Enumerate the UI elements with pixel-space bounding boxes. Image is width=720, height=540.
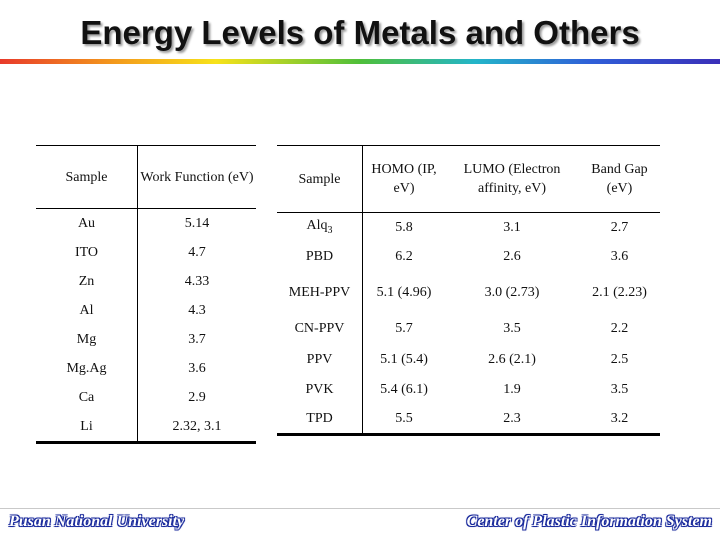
column-header-work-function: Work Function (eV) (137, 145, 256, 209)
table-row: Zn 4.33 (36, 267, 256, 296)
footer-divider (0, 508, 720, 509)
cell-homo: 6.2 (395, 249, 413, 264)
cell-band-gap: 2.1 (2.23) (592, 285, 647, 300)
cell-lumo: 2.6 (503, 249, 521, 264)
cell-work-function: 4.7 (188, 245, 206, 260)
table-row: MEH-PPV 5.1 (4.96) 3.0 (2.73) 2.1 (2.23) (277, 271, 660, 314)
table-row: Au 5.14 (36, 208, 256, 238)
table-row: PBD 6.2 2.6 3.6 (277, 242, 660, 271)
cell-sample: Ca (36, 383, 138, 412)
table-header-row: Sample Work Function (eV) (36, 145, 256, 209)
cell-homo: 5.8 (395, 220, 413, 235)
cell-lumo: 2.6 (2.1) (488, 351, 536, 367)
table-header-row: Sample HOMO (IP, eV) LUMO (Electron affi… (277, 145, 660, 213)
cell-lumo: 1.9 (503, 382, 521, 397)
table-row: Li 2.32, 3.1 (36, 412, 256, 443)
table-row: CN-PPV 5.7 3.5 2.2 (277, 314, 660, 343)
cell-sample: Al (36, 296, 138, 325)
cell-sample: PBD (277, 242, 363, 271)
cell-sample: CN-PPV (277, 314, 363, 343)
cell-sample: Au (36, 208, 138, 238)
cell-homo: 5.7 (395, 321, 413, 336)
cell-band-gap: 2.7 (610, 220, 629, 235)
metals-work-function-table: Sample Work Function (eV) Au 5.14 ITO 4.… (36, 145, 256, 444)
footer-center-name: Center of Plastic Information System (466, 513, 712, 530)
rainbow-divider (0, 59, 720, 64)
cell-band-gap: 2.5 (610, 351, 629, 367)
cell-sample: Li (36, 412, 138, 443)
table-row: Mg 3.7 (36, 325, 256, 354)
column-header-band-gap: Band Gap (eV) (579, 145, 660, 213)
cell-band-gap: 2.2 (610, 321, 629, 336)
organic-energy-levels-table: Sample HOMO (IP, eV) LUMO (Electron affi… (277, 145, 660, 436)
cell-sample: PPV (277, 343, 363, 375)
cell-work-function: 5.14 (184, 216, 210, 231)
column-header-lumo: LUMO (Electron affinity, eV) (445, 145, 579, 213)
table-row: Ca 2.9 (36, 383, 256, 412)
table-row: PVK 5.4 (6.1) 1.9 3.5 (277, 375, 660, 404)
cell-homo: 5.1 (4.96) (376, 285, 432, 300)
table-row: Alq3 5.8 3.1 2.7 (277, 212, 660, 242)
table-row: ITO 4.7 (36, 238, 256, 267)
cell-band-gap: 3.5 (610, 382, 629, 397)
column-header-sample: Sample (36, 145, 138, 209)
cell-work-function: 3.6 (188, 361, 206, 376)
table-row: Mg.Ag 3.6 (36, 354, 256, 383)
cell-sample: ITO (36, 238, 138, 267)
cell-lumo: 3.0 (2.73) (484, 285, 540, 300)
cell-work-function: 2.32, 3.1 (172, 419, 222, 434)
cell-sample: Alq3 (277, 212, 363, 242)
alq3-label: Alq3 (306, 217, 333, 236)
cell-sample: Mg.Ag (36, 354, 138, 383)
column-header-sample: Sample (277, 145, 363, 213)
cell-work-function: 4.33 (184, 274, 210, 289)
cell-homo: 5.1 (5.4) (380, 351, 428, 367)
table-row: PPV 5.1 (5.4) 2.6 (2.1) 2.5 (277, 343, 660, 375)
cell-band-gap: 3.6 (610, 249, 629, 264)
cell-work-function: 4.3 (188, 303, 206, 318)
slide-title: Energy Levels of Metals and Others (80, 14, 640, 51)
table-row: TPD 5.5 2.3 3.2 (277, 404, 660, 435)
cell-sample: Mg (36, 325, 138, 354)
cell-homo: 5.5 (395, 411, 413, 426)
cell-lumo: 3.1 (503, 220, 521, 235)
cell-sample: TPD (277, 404, 363, 435)
cell-homo: 5.4 (6.1) (380, 382, 428, 397)
cell-band-gap: 3.2 (610, 411, 629, 426)
cell-sample: PVK (277, 375, 363, 404)
cell-work-function: 3.7 (188, 332, 206, 347)
cell-work-function: 2.9 (188, 390, 206, 405)
footer-university: Pusan National University (9, 513, 185, 530)
table-row: Al 4.3 (36, 296, 256, 325)
column-header-homo: HOMO (IP, eV) (362, 145, 445, 213)
cell-lumo: 2.3 (503, 411, 521, 426)
cell-sample: Zn (36, 267, 138, 296)
cell-sample: MEH-PPV (277, 271, 363, 314)
cell-lumo: 3.5 (503, 321, 521, 336)
